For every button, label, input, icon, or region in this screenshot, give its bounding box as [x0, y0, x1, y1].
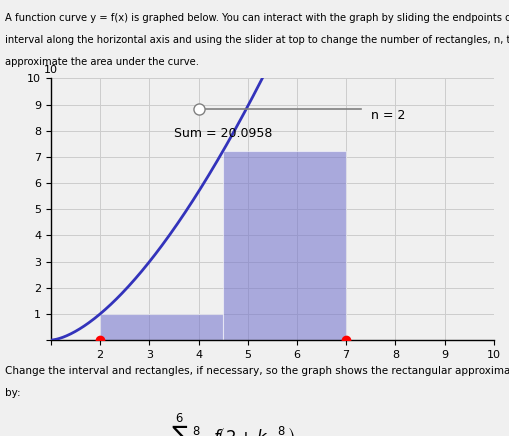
Text: n = 2: n = 2 — [371, 109, 405, 122]
Text: A function curve y = f(x) is graphed below. You can interact with the graph by s: A function curve y = f(x) is graphed bel… — [5, 13, 509, 23]
Text: interval along the horizontal axis and using the slider at top to change the num: interval along the horizontal axis and u… — [5, 35, 509, 45]
Text: by:: by: — [5, 388, 21, 398]
Text: Sum = 20.0958: Sum = 20.0958 — [174, 127, 272, 140]
Text: Change the interval and rectangles, if necessary, so the graph shows the rectang: Change the interval and rectangles, if n… — [5, 366, 509, 376]
Text: 10: 10 — [44, 65, 58, 75]
Bar — [100, 314, 223, 340]
Text: $\sum_{k=0}^{6} \frac{8}{7} \cdot f\!\left(2 + k \cdot \frac{8}{7}\right)$: $\sum_{k=0}^{6} \frac{8}{7} \cdot f\!\le… — [163, 412, 295, 436]
Bar — [223, 151, 346, 340]
Text: approximate the area under the curve.: approximate the area under the curve. — [5, 57, 199, 67]
